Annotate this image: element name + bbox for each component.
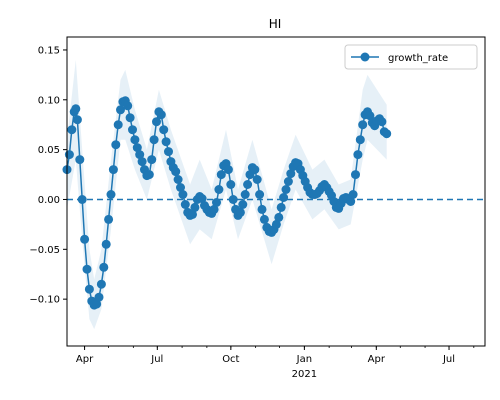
data-point <box>259 214 269 224</box>
data-point <box>104 214 114 224</box>
y-tick-label: 0.10 <box>38 95 60 106</box>
data-point <box>255 190 265 199</box>
x-tick-label: Jan <box>296 354 312 365</box>
legend-label: growth_rate <box>388 53 448 64</box>
data-point <box>80 234 90 244</box>
data-point <box>106 190 116 199</box>
data-point <box>240 190 250 199</box>
data-point <box>226 180 236 189</box>
x-tick-label: Jul <box>442 354 455 365</box>
data-point <box>228 195 238 204</box>
data-point <box>123 101 133 111</box>
data-point <box>132 143 142 153</box>
data-point <box>286 169 296 179</box>
data-point <box>99 262 109 272</box>
x-tick-label: Apr <box>368 354 386 365</box>
data-point <box>137 157 147 167</box>
data-point <box>188 209 197 219</box>
data-point <box>77 195 87 204</box>
data-point <box>209 204 219 214</box>
series-layer <box>62 96 392 310</box>
data-point <box>130 135 140 145</box>
y-tick-label: 0.00 <box>38 195 60 206</box>
data-point <box>348 190 358 199</box>
data-point <box>238 200 248 209</box>
x-axis: Apr Jul Oct Jan 2021 Apr Jul <box>76 346 475 380</box>
data-point <box>82 264 92 274</box>
data-point <box>84 284 94 294</box>
data-point <box>176 183 185 192</box>
data-point <box>214 185 224 194</box>
data-point <box>243 180 253 189</box>
data-point <box>190 202 200 212</box>
data-point <box>355 135 365 145</box>
data-point <box>178 190 188 199</box>
y-tick-label: 0.15 <box>38 45 60 56</box>
legend-marker <box>360 52 370 62</box>
data-point <box>147 155 157 165</box>
data-point <box>276 202 286 212</box>
data-point <box>223 165 233 175</box>
data-point <box>161 137 171 147</box>
legend: growth_rate <box>344 44 478 70</box>
data-point <box>250 165 260 175</box>
data-point <box>271 219 281 229</box>
data-point <box>156 110 166 120</box>
data-point <box>101 239 111 249</box>
x-tick-sublabel: 2021 <box>292 369 317 380</box>
data-point <box>252 175 262 184</box>
data-point <box>197 194 207 203</box>
data-point <box>358 120 368 130</box>
data-point <box>67 125 77 135</box>
data-point <box>152 117 161 127</box>
data-point <box>279 193 289 202</box>
data-point <box>180 200 190 209</box>
data-point <box>377 117 387 127</box>
data-point <box>113 120 123 130</box>
data-point <box>135 150 145 160</box>
data-point <box>382 129 392 139</box>
data-point <box>144 170 154 180</box>
y-tick-label: 0.05 <box>38 145 60 156</box>
data-point <box>283 177 293 186</box>
data-point <box>171 167 181 177</box>
data-point <box>72 115 82 125</box>
legend-box <box>344 44 478 70</box>
plot-frame <box>66 36 486 347</box>
data-point <box>365 111 375 121</box>
data-point <box>346 197 356 206</box>
y-axis: −0.10 −0.05 0.00 0.05 0.10 0.15 <box>29 45 67 306</box>
x-tick-label: Oct <box>222 354 239 365</box>
data-point <box>212 198 221 207</box>
data-point <box>94 292 104 302</box>
data-point <box>116 105 125 115</box>
data-point <box>64 150 74 160</box>
data-point <box>216 170 226 180</box>
data-point <box>71 104 81 114</box>
chart-title: HI <box>269 17 282 31</box>
data-point <box>128 125 137 135</box>
data-point <box>75 155 85 165</box>
y-tick-label: −0.10 <box>29 295 60 306</box>
data-point <box>125 113 135 123</box>
data-point <box>159 125 169 135</box>
data-point <box>108 165 118 175</box>
x-tick-label: Jul <box>150 354 163 365</box>
data-point <box>274 212 284 222</box>
data-point <box>281 185 291 194</box>
data-point <box>164 147 173 157</box>
data-point <box>235 207 245 217</box>
data-point <box>351 170 360 180</box>
data-point <box>173 175 183 184</box>
x-tick-label: Apr <box>76 354 94 365</box>
data-point <box>149 135 159 145</box>
data-point <box>111 140 121 150</box>
data-point <box>257 204 267 214</box>
y-tick-label: −0.05 <box>29 245 60 256</box>
data-point <box>92 299 102 309</box>
data-point <box>96 279 106 289</box>
data-point <box>353 150 363 160</box>
